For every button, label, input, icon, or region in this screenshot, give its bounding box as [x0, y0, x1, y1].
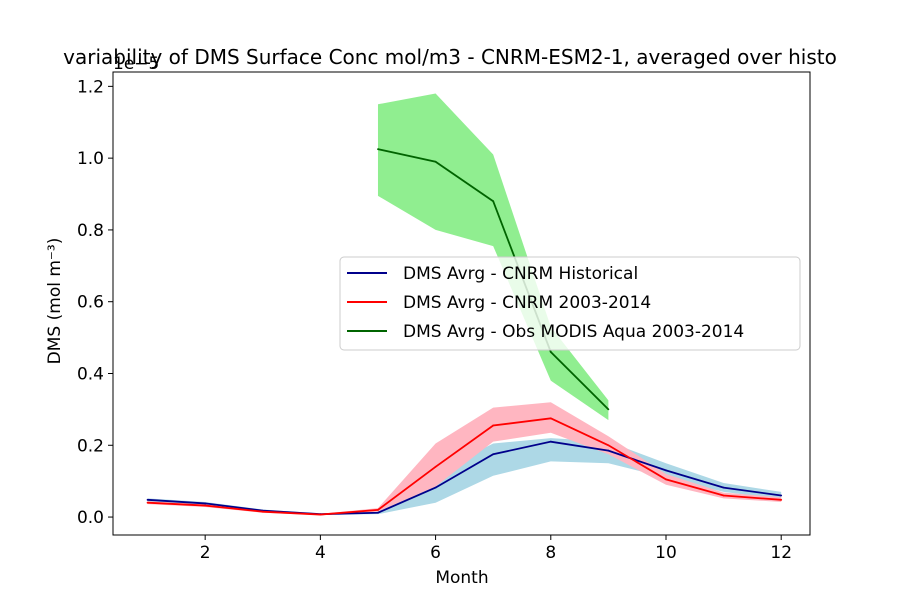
- data-point: [722, 494, 725, 497]
- y-tick-label: 0.0: [77, 508, 104, 528]
- data-point: [607, 408, 610, 411]
- data-point: [492, 200, 495, 203]
- data-point: [261, 510, 264, 513]
- legend-label-3: DMS Avrg - Obs MODIS Aqua 2003-2014: [403, 322, 744, 342]
- data-point: [492, 424, 495, 427]
- data-point: [434, 465, 437, 468]
- x-tick-label: 12: [770, 543, 792, 563]
- series-line-2: [147, 417, 782, 516]
- y-tick-label: 0.8: [77, 221, 104, 241]
- data-point: [549, 351, 552, 353]
- data-point: [377, 148, 379, 151]
- legend-box: [339, 256, 801, 351]
- y-tick-label: 0.6: [77, 293, 104, 313]
- x-tick-label: 6: [430, 543, 441, 563]
- data-point: [204, 502, 207, 505]
- data-point: [377, 511, 379, 514]
- data-point: [722, 486, 725, 489]
- chart-title: variability of DMS Surface Conc mol/m3 -…: [63, 45, 837, 69]
- data-point: [780, 498, 783, 501]
- y-offset-label: 1e−5: [113, 54, 159, 74]
- x-tick-label: 4: [315, 543, 326, 563]
- data-point: [665, 469, 667, 472]
- x-tick-label: 10: [655, 543, 677, 563]
- data-point: [204, 504, 207, 507]
- data-point: [607, 444, 610, 447]
- y-axis-label: DMS (mol m⁻³): [45, 238, 65, 365]
- x-tick-label: 2: [200, 543, 211, 563]
- data-point: [549, 417, 552, 420]
- legend-label-2: DMS Avrg - CNRM 2003-2014: [403, 293, 651, 313]
- data-point: [607, 449, 610, 452]
- y-axis-ticks: 0.0 0.2 0.4 0.6 0.8 1.0 1.2: [77, 77, 113, 528]
- data-point: [665, 478, 667, 481]
- x-axis-label: Month: [435, 568, 488, 588]
- legend-label-1: DMS Avrg - CNRM Historical: [403, 264, 638, 284]
- y-tick-label: 1.0: [77, 149, 104, 169]
- y-tick-label: 0.2: [77, 436, 104, 456]
- data-point: [377, 508, 379, 511]
- data-point: [434, 160, 437, 163]
- x-axis-ticks: 2 4 6 8 10 12: [200, 535, 792, 563]
- y-tick-label: 1.2: [77, 77, 104, 97]
- data-point: [780, 494, 783, 497]
- data-point: [549, 440, 552, 443]
- series-band-2: [147, 402, 782, 516]
- plot-frame: [112, 71, 811, 536]
- data-point: [146, 501, 149, 504]
- data-point: [319, 513, 322, 516]
- series-lines: [146, 148, 783, 516]
- x-tick-label: 8: [545, 543, 556, 563]
- data-point: [146, 498, 149, 501]
- series-line-1: [147, 440, 782, 516]
- y-tick-label: 0.4: [77, 364, 104, 384]
- data-point: [492, 453, 495, 456]
- legend: DMS Avrg - CNRM Historical DMS Avrg - CNR…: [339, 256, 801, 351]
- data-point: [434, 486, 437, 489]
